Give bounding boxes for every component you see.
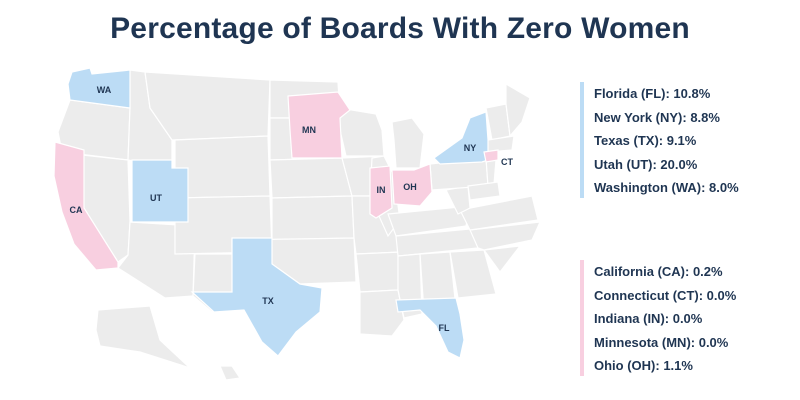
label-in: IN	[377, 185, 386, 195]
state-wa	[67, 67, 131, 109]
label-mn: MN	[302, 125, 316, 135]
state-mi	[391, 117, 425, 169]
legend-item-wa: Washington (WA): 8.0%	[594, 180, 739, 195]
legend-item-oh: Ohio (OH): 1.1%	[594, 358, 693, 373]
label-ca: CA	[70, 205, 83, 215]
legend-item-tx: Texas (TX): 9.1%	[594, 133, 697, 148]
state-tx	[190, 237, 323, 357]
state-ct	[483, 149, 499, 163]
legend-item-mn: Minnesota (MN): 0.0%	[594, 334, 729, 350]
legend-item-ct: Connecticut (CT): 0.0%	[594, 287, 737, 303]
state-md	[467, 181, 501, 201]
state-ky	[387, 205, 471, 237]
state-ak	[95, 305, 191, 369]
state-ca	[53, 141, 119, 271]
legend-item-in: Indiana (IN): 0.0%	[594, 311, 703, 326]
legend-high-group: Florida (FL): 10.8% New York (NY): 8.8% …	[580, 82, 739, 200]
state-ut	[131, 159, 189, 223]
label-fl: FL	[439, 323, 450, 333]
state-va	[459, 195, 539, 231]
legend-item-ny: New York (NY): 8.8%	[594, 109, 720, 125]
label-ut: UT	[150, 193, 162, 203]
state-wi	[339, 107, 385, 157]
state-hi	[219, 365, 242, 381]
legend-item-ut: Utah (UT): 20.0%	[594, 156, 698, 172]
state-wy	[174, 135, 271, 199]
state-sc	[482, 245, 522, 274]
legend-item-ca: California (CA): 0.2%	[594, 264, 723, 279]
legend-item-fl: Florida (FL): 10.8%	[594, 86, 711, 101]
legend-high-color-bar	[580, 82, 584, 198]
legend-low-group: California (CA): 0.2% Connecticut (CT): …	[580, 260, 736, 378]
label-wa: WA	[97, 85, 112, 95]
state-ar	[355, 251, 403, 293]
state-ga	[449, 249, 497, 299]
state-mn	[287, 91, 351, 159]
state-oh	[391, 163, 433, 207]
state-nc	[469, 221, 541, 251]
state-me	[505, 82, 531, 138]
label-ny: NY	[464, 143, 477, 153]
state-fl	[395, 297, 465, 359]
label-ct: CT	[501, 157, 513, 167]
state-ks	[271, 195, 355, 241]
state-la	[359, 289, 405, 337]
label-tx: TX	[262, 296, 274, 306]
legend-low-color-bar	[580, 260, 584, 376]
map-title: Percentage of Boards With Zero Women	[110, 12, 690, 45]
state-in	[369, 165, 393, 219]
state-ne	[269, 157, 353, 199]
label-oh: OH	[403, 182, 417, 192]
state-ny	[433, 111, 489, 165]
